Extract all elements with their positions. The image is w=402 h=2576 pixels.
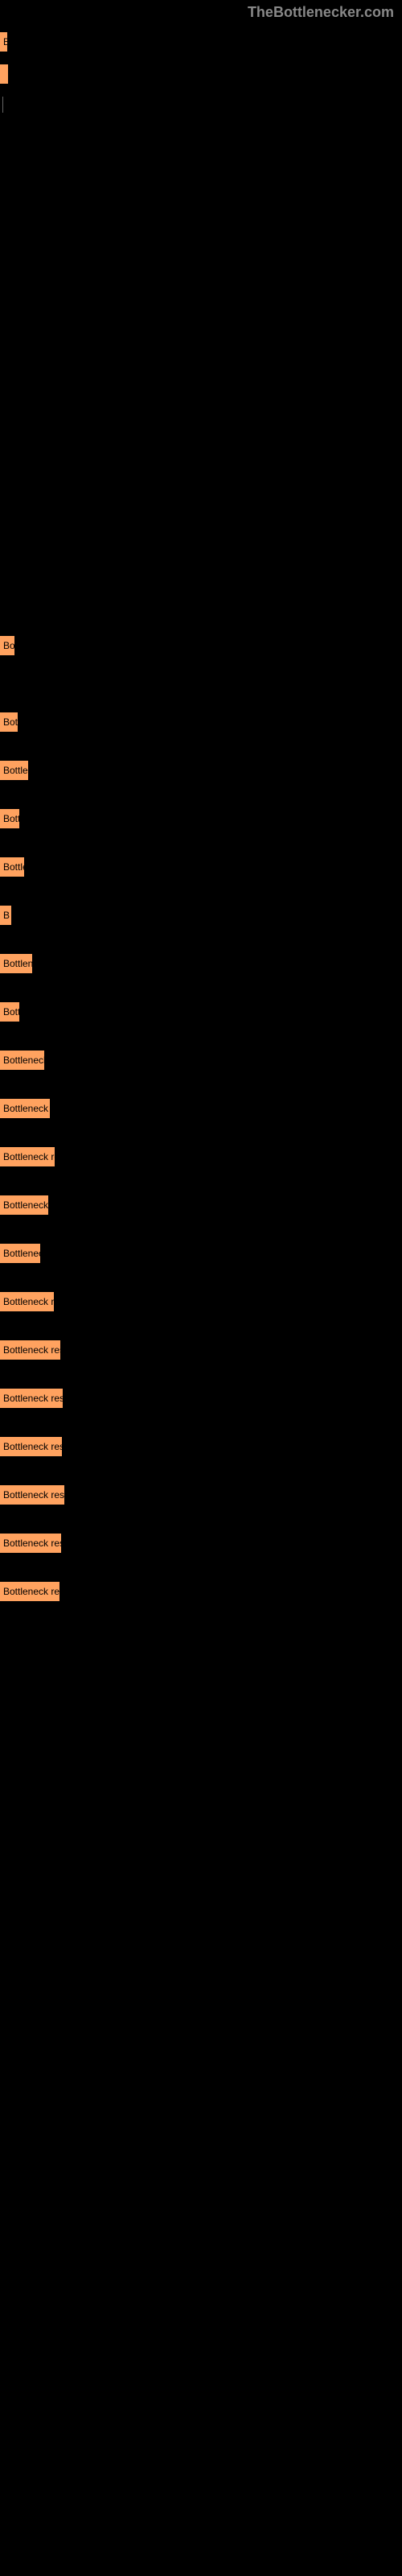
bar-row: Bottleneck result (0, 1534, 402, 1553)
bar-row: Bottleneck resu (0, 1292, 402, 1311)
bar-row (0, 97, 402, 116)
chart-bar: Bottleneck r (0, 1051, 44, 1070)
bar-chart: B Bo Bot Bottlen Bott Bottle B Bottlene Bott Bott… (0, 0, 402, 2576)
bar-row: Bo (0, 636, 402, 655)
chart-bar: Bottleneck result (0, 1534, 61, 1553)
bar-row: B (0, 32, 402, 52)
bar-row: Bottleneck result n (0, 1389, 402, 1408)
chart-bar: Bottlen (0, 761, 28, 780)
chart-bar: Bottleneck resu (0, 1147, 55, 1166)
bar-row: Bot (0, 712, 402, 732)
chart-bar: Bottlene (0, 954, 32, 973)
bar-row: Bottleneck resu (0, 1147, 402, 1166)
bar-row: Bottleneck result n (0, 1485, 402, 1505)
divider-marker (2, 97, 3, 113)
chart-bar: Bot (0, 712, 18, 732)
bar-row: Bottleneck res (0, 1099, 402, 1118)
chart-bar: Bott (0, 1002, 19, 1022)
chart-bar: Bottleneck result n (0, 1485, 64, 1505)
bar-row (0, 64, 402, 84)
bar-row: Bottleneck res (0, 1195, 402, 1215)
chart-bar: Bottleneck resul (0, 1582, 59, 1601)
bar-row: Bottlene (0, 954, 402, 973)
bar-row: Bottleneck resul (0, 1582, 402, 1601)
bar-row: Bottle (0, 857, 402, 877)
bar-row: Bottleneck (0, 1244, 402, 1263)
bar-row: Bott (0, 809, 402, 828)
chart-bar: Bottleneck res (0, 1195, 48, 1215)
bar-row: B (0, 906, 402, 925)
bar-row: Bottleneck result n (0, 1437, 402, 1456)
chart-bar: Bottleneck result n (0, 1340, 60, 1360)
chart-bar: Bo (0, 636, 14, 655)
chart-bar: B (0, 32, 7, 52)
bar-row: Bottleneck r (0, 1051, 402, 1070)
bar-row: Bottleneck result n (0, 1340, 402, 1360)
chart-bar: Bott (0, 809, 19, 828)
chart-bar: Bottle (0, 857, 24, 877)
chart-bar: Bottleneck (0, 1244, 40, 1263)
chart-bar: Bottleneck result n (0, 1389, 63, 1408)
bar-row: Bottlen (0, 761, 402, 780)
chart-bar: Bottleneck resu (0, 1292, 54, 1311)
chart-bar: Bottleneck res (0, 1099, 50, 1118)
chart-bar (0, 64, 8, 84)
bar-row: Bott (0, 1002, 402, 1022)
chart-bar: Bottleneck result n (0, 1437, 62, 1456)
chart-bar: B (0, 906, 11, 925)
